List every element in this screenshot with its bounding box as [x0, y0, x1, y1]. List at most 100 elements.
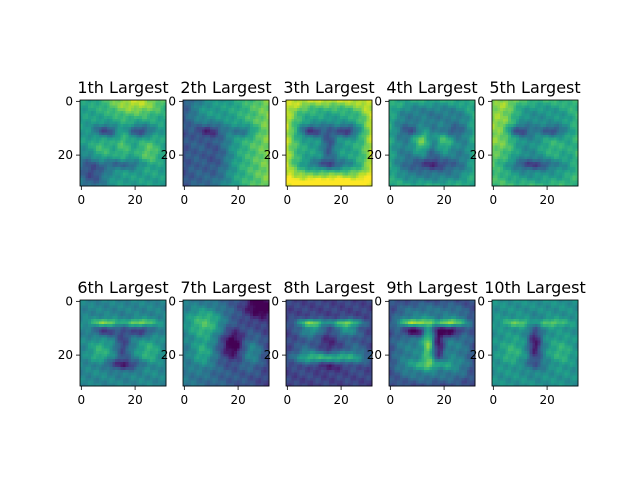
heatmap-cell — [109, 134, 113, 138]
heatmap-cell — [518, 134, 522, 138]
heatmap-cell — [551, 156, 555, 160]
heatmap-cell — [315, 132, 319, 136]
heatmap-cell — [266, 161, 270, 165]
heatmap-cell — [429, 153, 433, 157]
heatmap-cell — [442, 177, 446, 181]
heatmap-cell — [157, 118, 161, 122]
heatmap-cell — [191, 134, 195, 138]
heatmap-cell — [106, 180, 110, 184]
heatmap-cell — [299, 145, 303, 149]
heatmap-cell — [82, 118, 86, 122]
heatmap-cell — [286, 132, 289, 136]
heatmap-cell — [304, 118, 308, 122]
heatmap-cell — [472, 153, 476, 157]
heatmap-cell — [369, 183, 373, 187]
heatmap-cell — [326, 172, 330, 176]
heatmap-cell — [363, 137, 367, 141]
heatmap-cell — [139, 151, 143, 155]
heatmap-cell — [310, 156, 314, 160]
heatmap-cell — [369, 180, 373, 184]
heatmap-cell — [342, 108, 346, 112]
heatmap-cell — [152, 161, 156, 165]
heatmap-cell — [524, 140, 528, 144]
heatmap-cell — [500, 118, 504, 122]
heatmap-cell — [133, 110, 137, 114]
heatmap-cell — [112, 118, 116, 122]
heatmap-cell — [128, 148, 132, 152]
heatmap-cell — [575, 121, 579, 125]
heatmap-cell — [391, 156, 395, 160]
heatmap-cell — [288, 137, 292, 141]
heatmap-cell — [239, 177, 243, 181]
heatmap-cell — [88, 151, 92, 155]
heatmap-cell — [131, 145, 135, 149]
heatmap-cell — [98, 132, 102, 136]
heatmap-cell — [339, 183, 343, 187]
heatmap-cell — [291, 145, 295, 149]
heatmap-cell — [320, 175, 324, 179]
heatmap-cell — [469, 110, 473, 114]
heatmap-cell — [188, 159, 192, 163]
heatmap-cell — [252, 175, 256, 179]
heatmap-cell — [302, 151, 306, 155]
heatmap-cell — [513, 159, 517, 163]
heatmap-cell — [120, 153, 124, 157]
heatmap-cell — [244, 102, 248, 106]
heatmap-cell — [288, 126, 292, 130]
heatmap-cell — [361, 129, 365, 133]
heatmap-cell — [413, 116, 417, 120]
heatmap-cell — [149, 113, 153, 117]
y-tick-label: 20 — [264, 148, 279, 162]
heatmap-cell — [136, 137, 140, 141]
heatmap-cell — [212, 126, 216, 130]
heatmap-cell — [255, 183, 259, 187]
heatmap-cell — [315, 108, 319, 112]
heatmap-cell — [117, 129, 121, 133]
heatmap-cell — [144, 116, 148, 120]
heatmap-cell — [426, 180, 430, 184]
heatmap-cell — [426, 161, 430, 165]
heatmap-cell — [469, 175, 473, 179]
heatmap-cell — [440, 102, 444, 106]
heatmap-cell — [136, 161, 140, 165]
heatmap-cell — [329, 118, 332, 122]
heatmap-cell — [353, 164, 357, 168]
heatmap-cell — [155, 151, 159, 155]
heatmap-cell — [502, 164, 506, 168]
heatmap-cell — [494, 161, 498, 165]
heatmap-cell — [453, 110, 457, 114]
heatmap-cell — [215, 167, 219, 171]
heatmap-cell — [312, 169, 316, 173]
heatmap-cell — [215, 102, 219, 106]
heatmap-cell — [120, 102, 124, 106]
heatmap-cell — [575, 124, 579, 128]
heatmap-cell — [299, 137, 303, 141]
heatmap-cell — [136, 169, 140, 173]
heatmap-cell — [472, 124, 476, 128]
heatmap-cell — [426, 108, 430, 112]
heatmap-cell — [263, 183, 267, 187]
heatmap-cell — [358, 134, 362, 138]
heatmap-cell — [407, 132, 411, 136]
heatmap-cell — [234, 156, 238, 160]
heatmap-cell — [537, 153, 541, 157]
heatmap-cell — [561, 159, 565, 163]
heatmap-cell — [361, 159, 365, 163]
heatmap-cell — [567, 153, 571, 157]
heatmap-cell — [201, 156, 205, 160]
heatmap-cell — [445, 143, 449, 146]
heatmap-cell — [537, 116, 541, 120]
heatmap-cell — [93, 164, 97, 168]
heatmap-cell — [329, 164, 332, 168]
heatmap-cell — [244, 148, 248, 152]
heatmap-cell — [266, 151, 270, 155]
heatmap-cell — [120, 175, 124, 179]
heatmap-cell — [288, 145, 292, 149]
heatmap-cell — [185, 124, 189, 128]
heatmap-cell — [537, 118, 541, 122]
heatmap-cell — [394, 110, 398, 114]
heatmap-cell — [339, 132, 343, 136]
heatmap-cell — [139, 124, 143, 128]
heatmap-cell — [112, 156, 116, 160]
heatmap-cell — [144, 153, 148, 157]
